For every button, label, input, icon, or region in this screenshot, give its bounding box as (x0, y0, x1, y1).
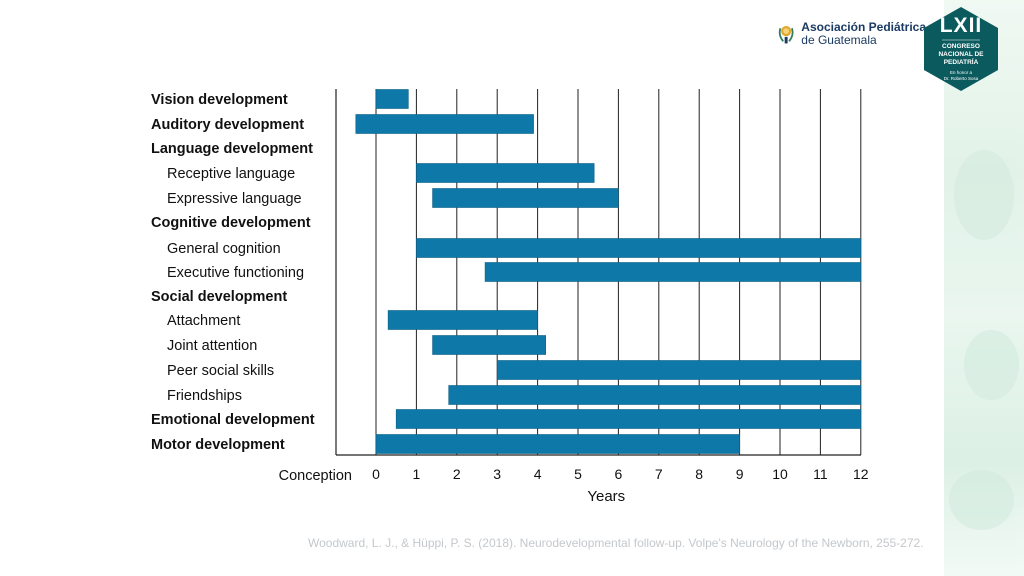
association-logo: Asociación Pediátrica de Guatemala (776, 16, 926, 52)
congress-line1: CONGRESO (942, 43, 980, 50)
honor-line2: Dr. Roberto Sosa (943, 75, 979, 81)
congress-line2: NACIONAL DE (938, 51, 984, 58)
x-tick-label: 3 (493, 466, 501, 482)
congress-numeral: LXII (939, 14, 983, 37)
range-bar (432, 188, 619, 208)
range-bar (416, 163, 595, 183)
range-bar (375, 89, 409, 109)
row-label: Language development (151, 141, 313, 157)
x-tick-label: 12 (853, 466, 869, 482)
row-label: Joint attention (167, 338, 257, 354)
row-label: Cognitive development (151, 215, 311, 231)
range-bar (448, 385, 862, 405)
range-bar (496, 360, 862, 380)
association-name-line2: de Guatemala (801, 33, 877, 47)
x-tick-label: 4 (534, 466, 542, 482)
row-label: Expressive language (167, 191, 302, 207)
x-tick-label: 7 (655, 466, 663, 482)
range-bar (432, 335, 546, 355)
x-tick-label: 1 (413, 466, 421, 482)
row-label: Receptive language (167, 166, 295, 182)
x-tick-label: 8 (695, 466, 703, 482)
row-label: Vision development (151, 92, 288, 108)
row-label: General cognition (167, 241, 281, 257)
row-label: Motor development (151, 437, 285, 453)
association-name-line1: Asociación Pediátrica (801, 20, 926, 34)
range-bar (355, 114, 534, 134)
range-bar (484, 262, 862, 282)
x-axis-label: Years (587, 488, 625, 505)
row-label: Executive functioning (167, 265, 304, 281)
range-bar (387, 310, 538, 330)
x-tick-label: 10 (772, 466, 788, 482)
hexagon-badge-icon (924, 7, 998, 91)
range-bar (375, 434, 740, 454)
watercolor-decoration (944, 0, 1024, 576)
row-label: Auditory development (151, 117, 304, 133)
x-tick-label: 2 (453, 466, 461, 482)
x-tick-label: 0 (372, 466, 380, 482)
honor-line1: En honor a (949, 70, 973, 75)
row-label: Peer social skills (167, 363, 274, 379)
x-tick-label: 11 (813, 466, 828, 482)
x-origin-label: Conception (279, 468, 352, 484)
congress-badge: LXII CONGRESO NACIONAL DE PEDIATRÍA En h… (922, 6, 1000, 92)
laurel-emblem-icon (778, 26, 794, 44)
range-bar (395, 409, 862, 429)
x-tick-label: 5 (574, 466, 582, 482)
row-label: Emotional development (151, 412, 315, 428)
row-label: Attachment (167, 313, 240, 329)
congress-title: CONGRESO NACIONAL DE PEDIATRÍA (922, 43, 1000, 67)
row-label: Friendships (167, 388, 242, 404)
x-tick-label: 6 (615, 466, 623, 482)
congress-honor: En honor a Dr. Roberto Sosa (922, 70, 1000, 81)
range-bar (416, 238, 862, 258)
row-label: Social development (151, 289, 287, 305)
x-tick-label: 9 (736, 466, 744, 482)
congress-line3: PEDIATRÍA (943, 59, 979, 66)
citation-text: Woodward, L. J., & Hüppi, P. S. (2018). … (308, 536, 924, 550)
